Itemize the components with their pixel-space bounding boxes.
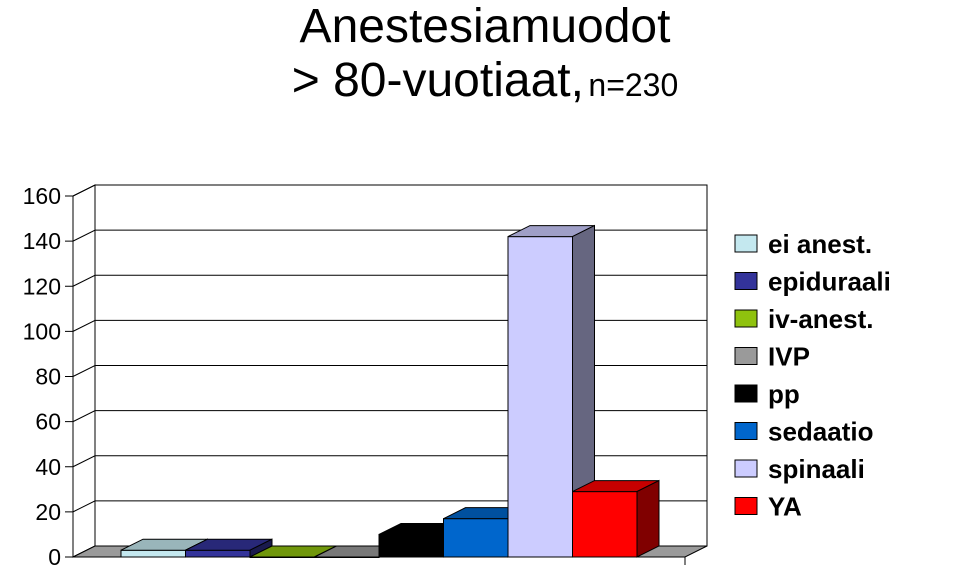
y-tick-label: 0	[48, 544, 61, 568]
gridline	[72, 410, 707, 423]
bar-epiduraali	[185, 538, 273, 558]
bar-spinaali	[507, 224, 595, 558]
legend: ei anest. epiduraali iv-anest. IVP pp sedaati…	[734, 229, 891, 522]
y-tick-label: 20	[35, 499, 61, 525]
legend-label: sedaatio	[768, 417, 874, 447]
legend-swatch	[734, 309, 758, 328]
y-tick-label: 140	[23, 228, 61, 254]
legend-label: spinaali	[768, 454, 865, 484]
legend-label: YA	[768, 492, 802, 522]
legend-label: epiduraali	[768, 267, 891, 297]
legend-swatch	[734, 422, 758, 440]
bar-side	[636, 479, 660, 558]
bar-YA	[572, 479, 660, 558]
chart-bars	[120, 224, 660, 558]
legend-swatch	[734, 234, 758, 253]
y-tick-label: 60	[35, 409, 61, 435]
y-tick-label: 120	[23, 273, 61, 299]
bar-front	[507, 236, 573, 558]
legend-swatch	[734, 497, 758, 515]
bar-front	[185, 549, 251, 558]
legend-label: pp	[768, 379, 800, 409]
legend-swatch	[734, 459, 758, 478]
y-axis-ticks: 0 20 40 60 80 100 120 140 160	[23, 183, 74, 568]
chart-gridlines	[72, 184, 707, 513]
title-sample-size: n=230	[588, 66, 679, 103]
title-line-1: Anestesiamuodot	[299, 0, 671, 53]
title-line-2: > 80-vuotiaat,	[291, 53, 584, 107]
y-tick-label: 160	[23, 183, 61, 209]
chart-title: Anestesiamuodot > 80-vuotiaat, n=230	[200, 0, 770, 108]
bar-front	[378, 533, 444, 558]
bar-front	[120, 549, 186, 558]
gridline	[72, 365, 707, 377]
gridline	[72, 274, 707, 287]
y-tick-label: 40	[35, 454, 61, 480]
bar-front	[443, 518, 509, 558]
legend-label: iv-anest.	[768, 304, 874, 334]
y-tick-label: 80	[35, 364, 61, 390]
legend-swatch	[734, 272, 758, 290]
gridline	[72, 319, 707, 332]
gridline	[72, 500, 707, 513]
legend-label: ei anest.	[768, 229, 872, 259]
legend-label: IVP	[768, 342, 810, 372]
bar-front	[572, 491, 638, 558]
y-tick-label: 100	[23, 318, 61, 344]
legend-swatch	[734, 384, 758, 403]
legend-swatch	[734, 347, 758, 365]
gridline	[72, 184, 707, 197]
gridline	[72, 455, 707, 468]
gridline	[72, 229, 707, 242]
